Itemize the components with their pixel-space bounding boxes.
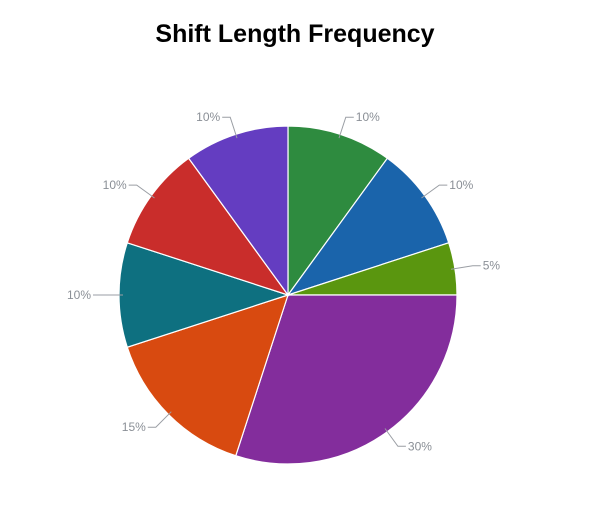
slice-label-7: 10% [196,110,220,124]
leader-line-6 [128,184,155,199]
chart-title: Shift Length Frequency [155,20,435,48]
slice-label-0: 10% [356,110,380,124]
slice-label-3: 30% [408,439,432,453]
leader-line-1 [421,184,448,199]
leader-line-4 [147,411,172,428]
leader-line-7 [222,116,238,139]
leader-line-3 [384,428,406,447]
slice-label-4: 15% [122,420,146,434]
slice-label-1: 10% [449,178,473,192]
leader-line-2 [450,265,481,270]
pie-slices [118,125,458,465]
slice-label-6: 10% [103,178,127,192]
pie-labels: 10% 10% 5% 30% 15% 10% 10% 10% [67,110,500,453]
slice-label-5: 10% [67,288,91,302]
slice-label-2: 5% [483,259,501,273]
leader-line-0 [338,116,354,139]
